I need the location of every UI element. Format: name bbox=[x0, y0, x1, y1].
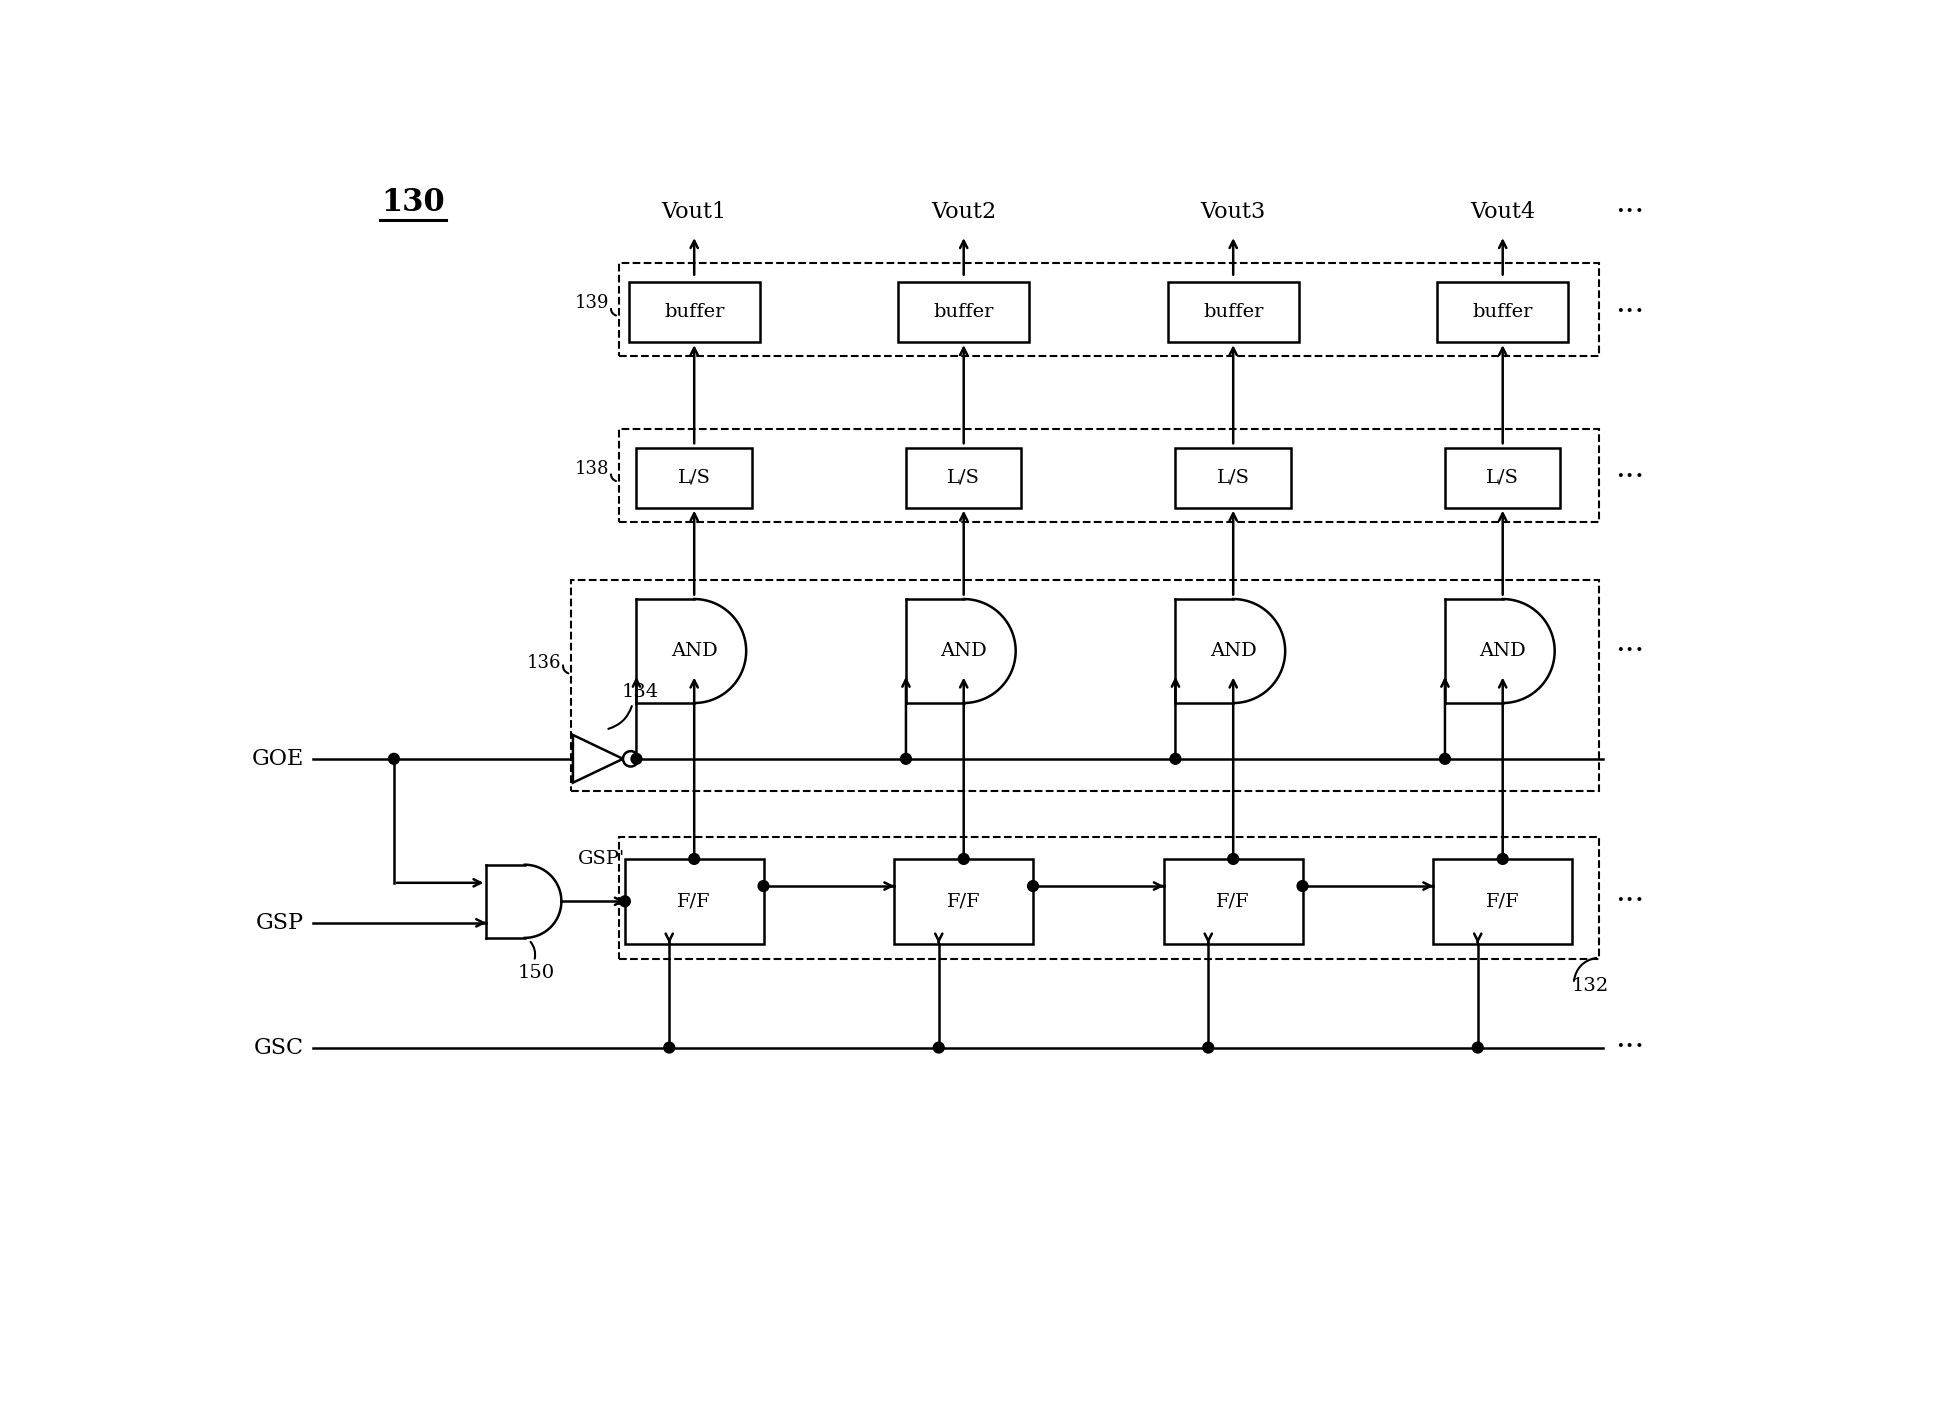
Circle shape bbox=[664, 1042, 674, 1053]
Bar bbox=[1163, 859, 1303, 944]
Text: ···: ··· bbox=[1616, 1032, 1645, 1063]
Text: Vout2: Vout2 bbox=[930, 200, 996, 223]
Bar bbox=[571, 580, 1598, 791]
Text: F/F: F/F bbox=[1216, 892, 1251, 910]
Text: ···: ··· bbox=[1616, 886, 1645, 917]
Circle shape bbox=[623, 751, 639, 767]
Bar bbox=[1433, 859, 1571, 944]
Text: L/S: L/S bbox=[1486, 468, 1519, 486]
Text: F/F: F/F bbox=[948, 892, 981, 910]
Text: ···: ··· bbox=[1616, 297, 1645, 328]
Text: 150: 150 bbox=[519, 965, 555, 983]
Text: ···: ··· bbox=[1616, 196, 1645, 227]
Text: GSC: GSC bbox=[254, 1036, 303, 1059]
Bar bbox=[637, 447, 752, 508]
Circle shape bbox=[1297, 880, 1307, 892]
Text: GSP': GSP' bbox=[579, 850, 625, 868]
Bar bbox=[895, 859, 1033, 944]
Text: AND: AND bbox=[670, 642, 719, 660]
Text: L/S: L/S bbox=[1218, 468, 1249, 486]
Text: 132: 132 bbox=[1571, 977, 1610, 995]
Text: AND: AND bbox=[940, 642, 987, 660]
Circle shape bbox=[1497, 854, 1509, 864]
Text: ···: ··· bbox=[1616, 463, 1645, 494]
Circle shape bbox=[1027, 880, 1039, 892]
Text: 139: 139 bbox=[575, 294, 610, 313]
Text: L/S: L/S bbox=[948, 468, 981, 486]
Circle shape bbox=[957, 854, 969, 864]
Circle shape bbox=[1171, 753, 1181, 764]
Text: ···: ··· bbox=[1616, 635, 1645, 666]
Text: F/F: F/F bbox=[1486, 892, 1519, 910]
Bar bbox=[629, 282, 759, 342]
Circle shape bbox=[689, 854, 699, 864]
Circle shape bbox=[901, 753, 911, 764]
Bar bbox=[619, 837, 1598, 959]
Text: Vout4: Vout4 bbox=[1470, 200, 1536, 223]
Circle shape bbox=[1227, 854, 1239, 864]
Circle shape bbox=[1202, 1042, 1214, 1053]
Bar bbox=[1167, 282, 1299, 342]
Text: GOE: GOE bbox=[252, 747, 303, 770]
Polygon shape bbox=[573, 735, 623, 782]
Text: 138: 138 bbox=[575, 460, 610, 478]
Bar bbox=[899, 282, 1029, 342]
Circle shape bbox=[757, 880, 769, 892]
Text: Vout3: Vout3 bbox=[1200, 200, 1266, 223]
Text: buffer: buffer bbox=[1202, 303, 1264, 321]
Bar bbox=[907, 447, 1021, 508]
Bar bbox=[625, 859, 763, 944]
Text: Vout1: Vout1 bbox=[662, 200, 726, 223]
Text: AND: AND bbox=[1480, 642, 1526, 660]
Bar bbox=[619, 264, 1598, 356]
Text: buffer: buffer bbox=[1472, 303, 1532, 321]
Bar bbox=[1445, 447, 1561, 508]
Bar bbox=[1437, 282, 1567, 342]
Circle shape bbox=[1472, 1042, 1484, 1053]
Text: buffer: buffer bbox=[664, 303, 724, 321]
Circle shape bbox=[1439, 753, 1451, 764]
Text: GSP: GSP bbox=[256, 911, 303, 934]
Text: L/S: L/S bbox=[678, 468, 711, 486]
Text: 130: 130 bbox=[381, 186, 445, 217]
Text: F/F: F/F bbox=[678, 892, 711, 910]
Text: 136: 136 bbox=[526, 653, 561, 672]
Text: 134: 134 bbox=[621, 683, 658, 701]
Bar bbox=[1175, 447, 1291, 508]
Text: buffer: buffer bbox=[934, 303, 994, 321]
Circle shape bbox=[631, 753, 643, 764]
Text: AND: AND bbox=[1210, 642, 1256, 660]
Circle shape bbox=[619, 896, 631, 907]
Bar bbox=[619, 429, 1598, 522]
Circle shape bbox=[934, 1042, 944, 1053]
Circle shape bbox=[388, 753, 400, 764]
